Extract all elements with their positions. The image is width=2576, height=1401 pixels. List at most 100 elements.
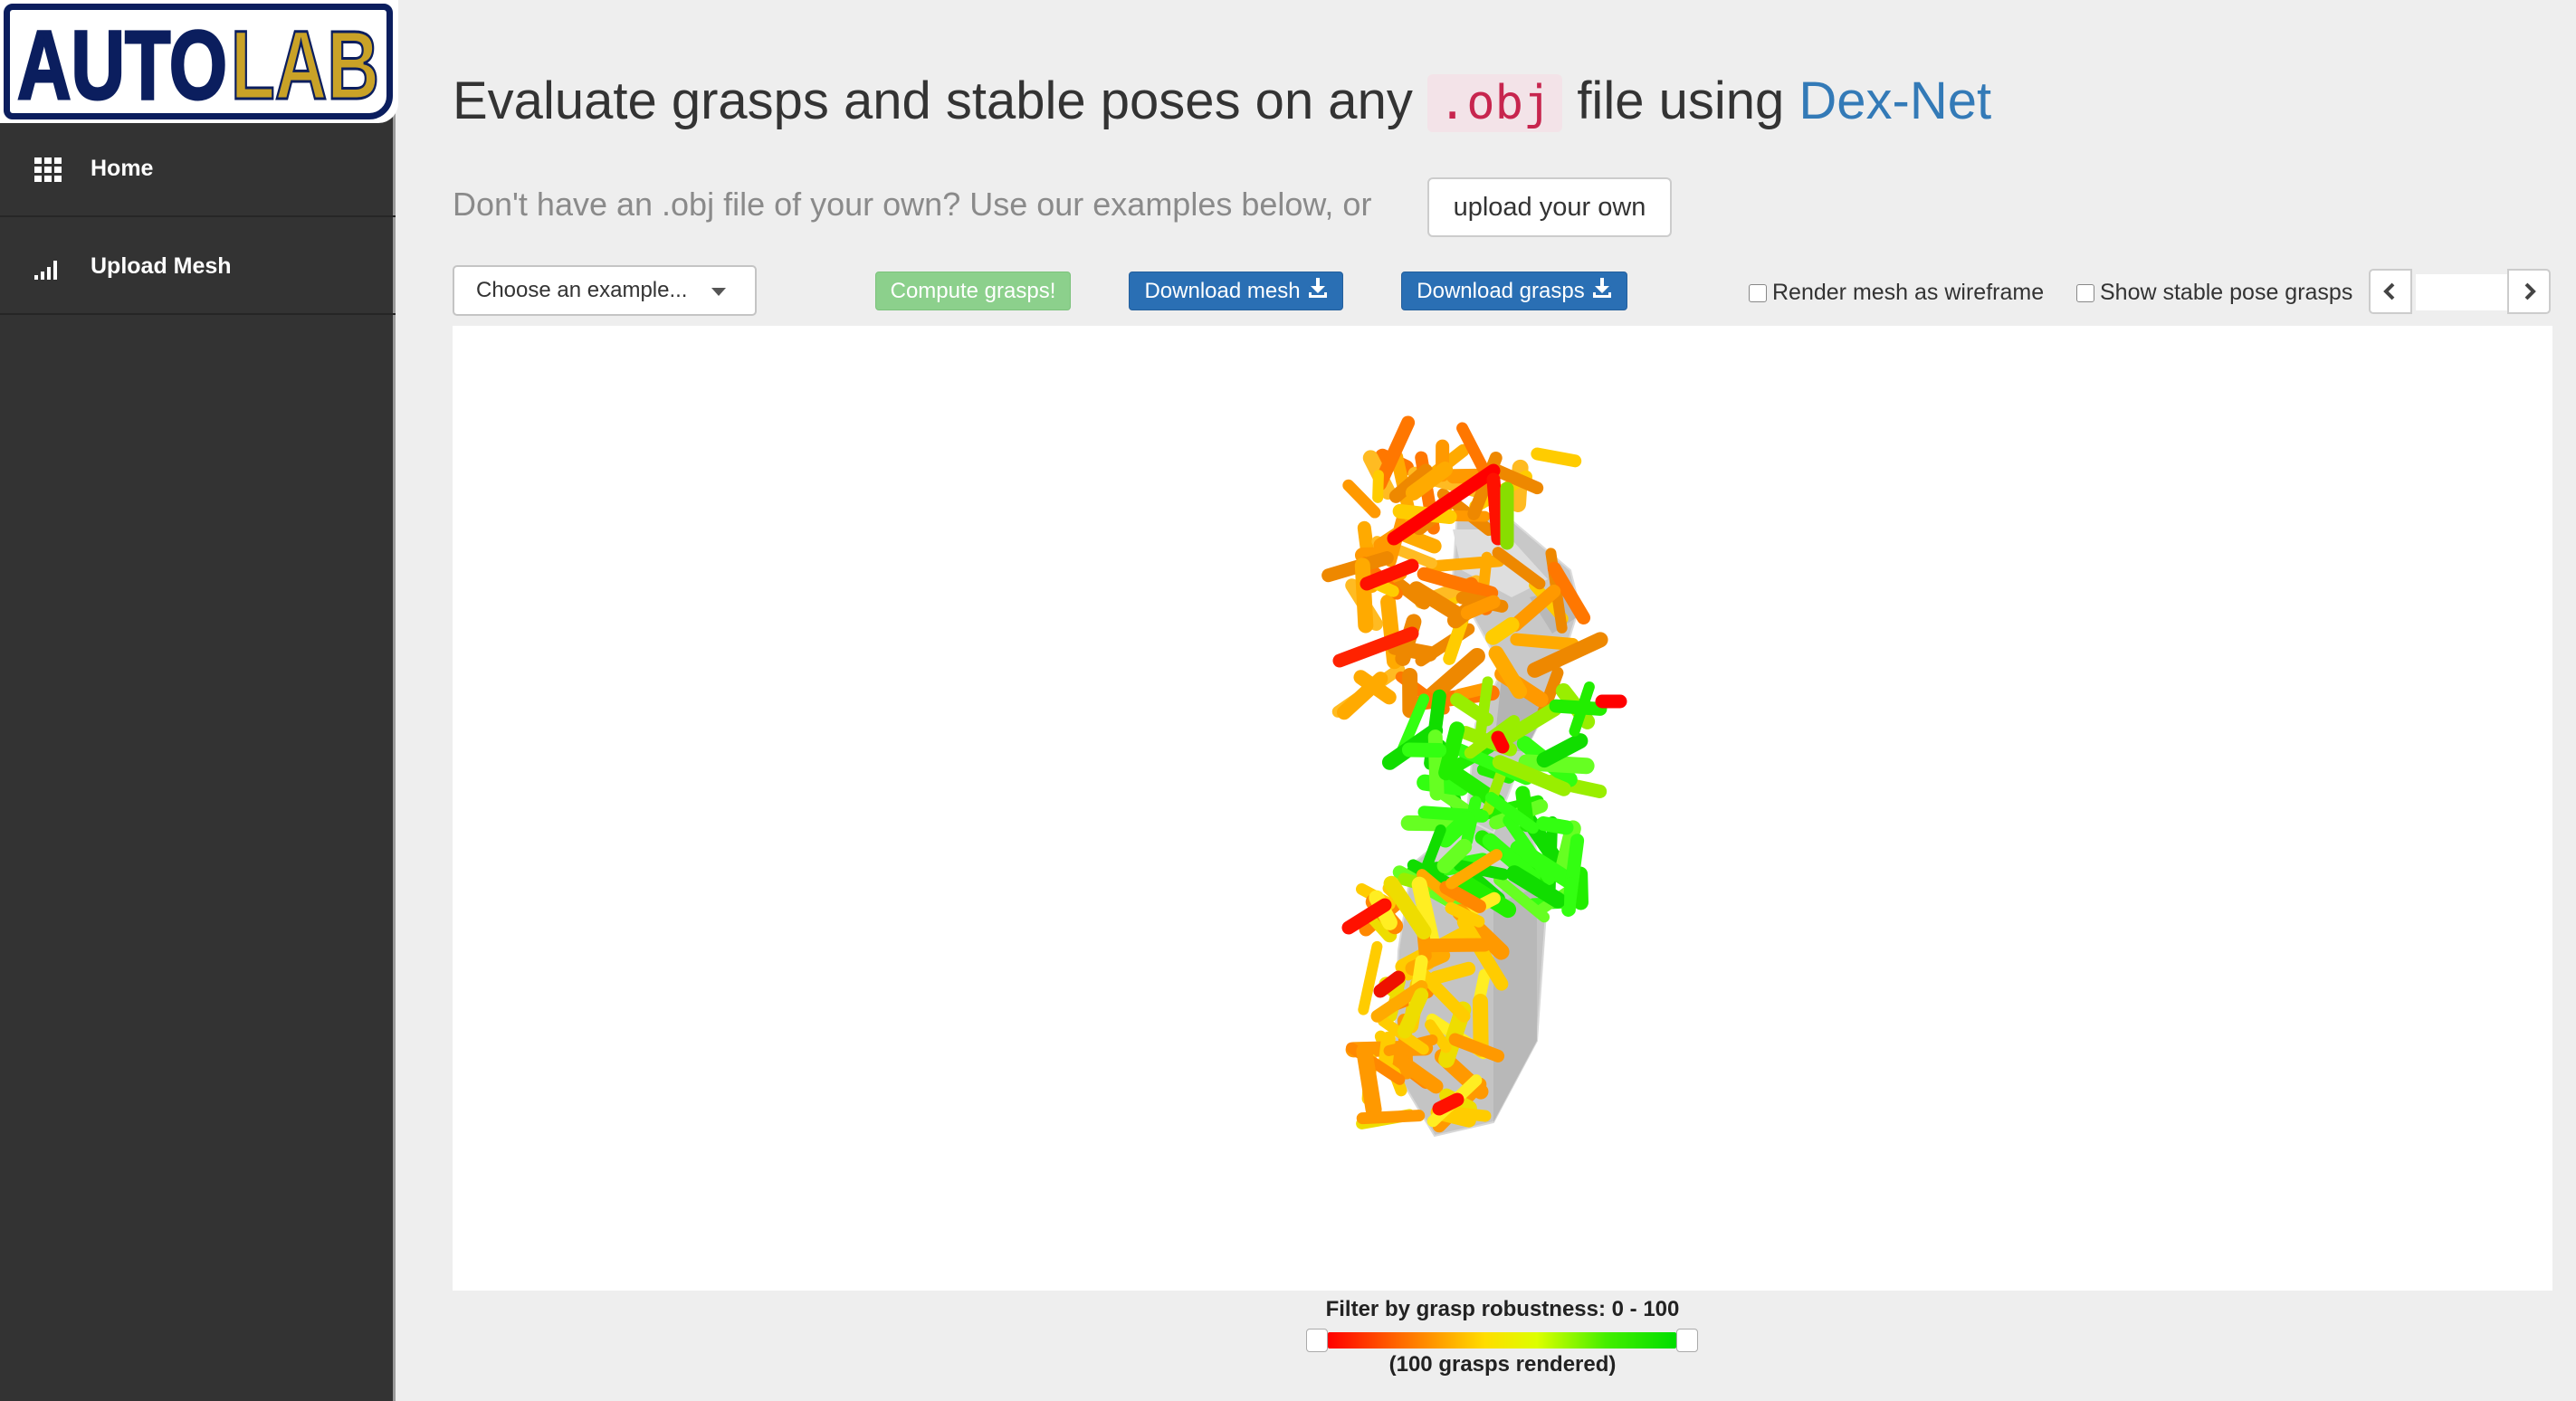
- grasp-cylinder: [1356, 1043, 1382, 1118]
- download-grasps-label: Download grasps: [1417, 279, 1585, 303]
- grasp-cylinder: [1432, 1092, 1465, 1116]
- grasp-cylinder: [1354, 558, 1374, 634]
- dex-net-link[interactable]: Dex-Net: [1798, 71, 1992, 130]
- grasp-cylinder: [1474, 676, 1493, 740]
- title-prefix: Evaluate grasps and stable poses on any: [453, 71, 1413, 130]
- next-pose-button[interactable]: [2507, 269, 2551, 314]
- grasp-cylinders: [1321, 415, 1627, 1133]
- grasp-cylinder: [1491, 730, 1510, 754]
- grasp-cylinder: [1492, 547, 1546, 590]
- grasp-cylinder: [1488, 645, 1528, 700]
- grasp-cylinder: [1493, 874, 1550, 923]
- grasp-cylinder: [1506, 865, 1567, 909]
- grasp-cylinder: [1387, 1049, 1444, 1094]
- grasp-cylinder: [1373, 970, 1406, 998]
- logo-text-auto: AUTO: [17, 10, 227, 113]
- grasp-cylinder: [1453, 682, 1492, 701]
- mesh-viewer-canvas[interactable]: [453, 326, 2552, 1291]
- grasp-cylinder: [1341, 898, 1392, 935]
- logo-text-lab: LAB: [231, 10, 379, 113]
- grasp-cylinder: [1484, 792, 1540, 834]
- pose-index-input[interactable]: [2416, 274, 2507, 310]
- grasp-cylinder: [1408, 581, 1464, 621]
- robustness-filter-label: Filter by grasp robustness: 0 - 100: [1325, 1297, 1680, 1321]
- grasp-cylinder: [1554, 820, 1581, 879]
- download-icon: [1308, 273, 1328, 310]
- grasp-cylinder: [1572, 866, 1589, 910]
- compute-grasps-button[interactable]: Compute grasps!: [875, 272, 1071, 310]
- stable-pose-toggle[interactable]: Show stable pose grasps: [2076, 280, 2352, 306]
- grasp-cylinder: [1443, 614, 1469, 665]
- download-icon: [1592, 273, 1612, 310]
- example-select-value: Choose an example...: [476, 278, 688, 302]
- grasp-cylinder: [1372, 470, 1384, 503]
- grasp-cylinder: [1418, 970, 1471, 1023]
- sidebar-item-label: Upload Mesh: [91, 253, 232, 279]
- grasp-cylinder: [1356, 1110, 1426, 1125]
- grasp-cylinder: [1536, 815, 1574, 835]
- grasp-cylinder: [1436, 811, 1475, 848]
- grasp-cylinder: [1536, 733, 1589, 768]
- grasp-cylinder: [1445, 849, 1503, 890]
- example-select[interactable]: Choose an example...: [453, 265, 757, 316]
- sidebar-item-home[interactable]: Home: [0, 123, 396, 217]
- subtitle: Don't have an .obj file of your own? Use…: [453, 186, 1372, 223]
- download-mesh-label: Download mesh: [1144, 279, 1301, 303]
- grasp-cylinder: [1510, 633, 1579, 651]
- grasp-cylinder: [1439, 881, 1486, 913]
- grasp-cylinder: [1455, 872, 1517, 919]
- grasp-cylinder: [1425, 1019, 1452, 1053]
- robustness-slider[interactable]: [1306, 1329, 1698, 1352]
- slider-max-handle[interactable]: [1676, 1329, 1698, 1352]
- sidebar-item-upload-mesh[interactable]: Upload Mesh: [0, 221, 396, 315]
- previous-pose-button[interactable]: [2369, 269, 2412, 314]
- grasp-cylinder: [1569, 681, 1595, 737]
- grasp-cylinder: [1531, 447, 1582, 468]
- autolab-logo[interactable]: AUTO LAB: [0, 0, 398, 123]
- stable-pose-label: Show stable pose grasps: [2100, 280, 2353, 305]
- grasp-cylinder: [1387, 463, 1501, 546]
- grasp-cylinder: [1383, 875, 1432, 939]
- stable-pose-checkbox[interactable]: [2076, 284, 2094, 302]
- grasp-cylinder: [1398, 987, 1429, 1039]
- grasp-cylinder: [1387, 639, 1438, 662]
- robustness-gradient: [1328, 1332, 1676, 1349]
- slider-min-handle[interactable]: [1306, 1329, 1328, 1352]
- grasp-cylinder: [1563, 877, 1577, 916]
- grasp-cylinder: [1448, 1033, 1505, 1063]
- grasp-cylinder: [1388, 463, 1433, 503]
- grasps-rendered-count: (100 grasps rendered): [1388, 1352, 1617, 1377]
- sidebar: AUTO LAB Home Upload Mesh: [0, 0, 398, 1401]
- download-grasps-button[interactable]: Download grasps: [1401, 272, 1627, 310]
- upload-your-own-button[interactable]: upload your own: [1427, 177, 1672, 237]
- grasp-cylinder: [1438, 788, 1472, 815]
- download-mesh-button[interactable]: Download mesh: [1129, 272, 1343, 310]
- grid-icon: [34, 157, 62, 183]
- grasp-cylinder: [1456, 915, 1509, 991]
- grasp-cylinder: [1370, 980, 1428, 1023]
- sidebar-item-label: Home: [91, 156, 154, 181]
- grasp-cylinder: [1438, 721, 1465, 781]
- grasp-cylinder: [1423, 938, 1492, 953]
- grasp-cylinder: [1488, 462, 1544, 495]
- wireframe-checkbox[interactable]: [1749, 284, 1767, 302]
- grasp-cylinder: [1417, 824, 1446, 882]
- grasp-cylinder: [1547, 561, 1591, 625]
- grasp-cylinder: [1508, 584, 1561, 633]
- wireframe-toggle[interactable]: Render mesh as wireframe: [1749, 280, 2044, 306]
- grasp-cylinder: [1537, 666, 1564, 719]
- title-middle: file using: [1577, 71, 1785, 130]
- title-code: .obj: [1426, 74, 1563, 132]
- grasp-cylinder: [1472, 994, 1489, 1057]
- grasp-cylinder: [1436, 838, 1473, 874]
- chevron-right-icon: [2524, 282, 2536, 300]
- grasp-cylinder: [1518, 754, 1595, 775]
- grasp-cylinder: [1492, 755, 1571, 796]
- page-title: Evaluate grasps and stable poses on any …: [453, 71, 1992, 132]
- grasp-cylinder: [1373, 415, 1416, 491]
- grasp-cylinder: [1358, 940, 1383, 1015]
- grasp-cylinder: [1503, 814, 1556, 885]
- caret-down-icon: [711, 288, 726, 296]
- grasp-cylinder: [1460, 595, 1501, 620]
- grasp-cylinder: [1336, 672, 1388, 720]
